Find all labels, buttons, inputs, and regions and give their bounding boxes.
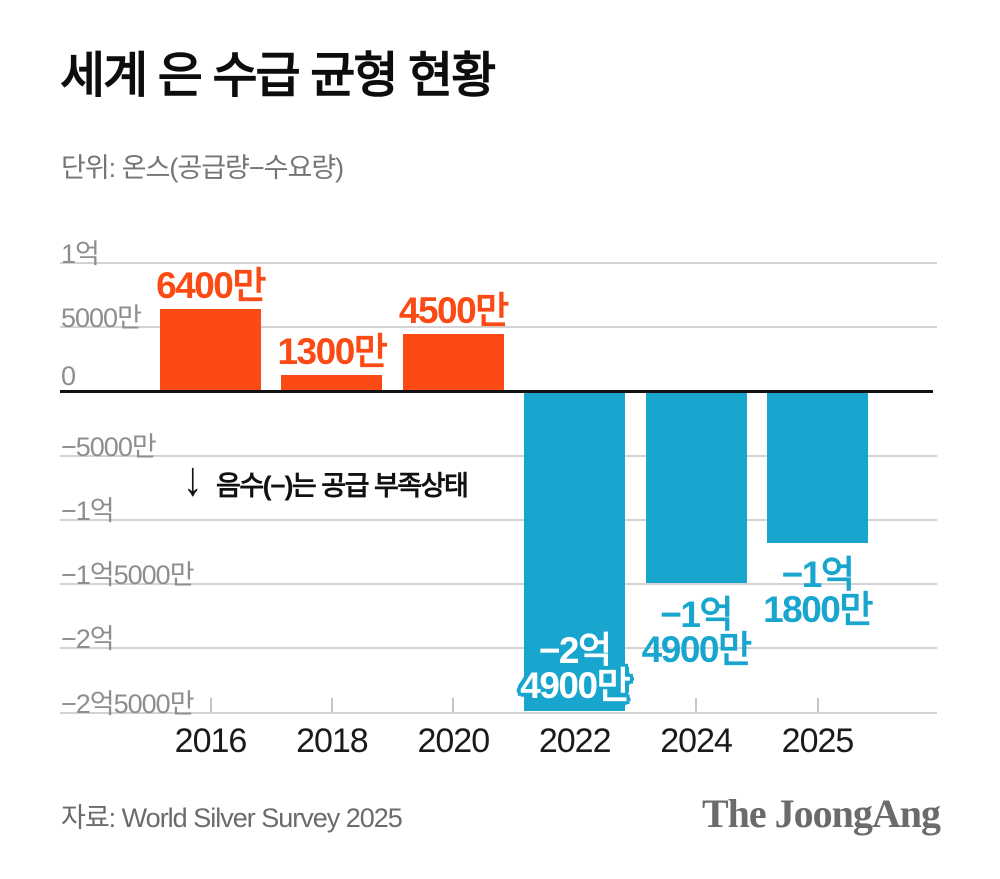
source-note: 자료: World Silver Survey 2025 — [61, 803, 403, 833]
y-axis-label: −2억5000만 — [61, 688, 195, 719]
gridline — [60, 647, 937, 650]
bar-2018 — [281, 374, 383, 392]
gridline — [60, 518, 937, 521]
gridline — [60, 326, 937, 329]
x-axis-label: 2018 — [296, 722, 369, 760]
gridline — [60, 583, 937, 586]
x-axis-label: 2024 — [660, 722, 733, 760]
x-axis-label: 2020 — [417, 722, 490, 760]
y-axis-label: −1억 — [61, 495, 115, 526]
axis-tick — [330, 698, 333, 712]
y-axis-label: −1억5000만 — [61, 560, 195, 591]
bar-2022 — [524, 391, 626, 712]
y-axis-label: 1억 — [61, 239, 100, 270]
gridline — [60, 262, 937, 265]
y-axis-label: −2억 — [61, 624, 115, 655]
bar-value-label: −2억 4900만 — [520, 630, 630, 707]
y-axis-label: 5000만 — [61, 303, 142, 334]
shortage-annotation: ↓ 음수(−)는 공급 부족상태 — [183, 450, 469, 506]
bar-2024 — [645, 391, 747, 583]
axis-tick — [695, 698, 698, 712]
axis-tick — [816, 698, 819, 712]
bar-2016 — [160, 309, 261, 392]
joongang-logo: The JoongAng — [701, 791, 941, 836]
gridline — [60, 454, 937, 457]
bar-2020 — [402, 333, 504, 392]
axis-tick — [452, 698, 455, 712]
y-axis-label: −5000만 — [61, 431, 157, 462]
annotation-text: 음수(−)는 공급 부족상태 — [216, 471, 469, 501]
bar-value-label: 1300만 — [277, 330, 387, 372]
unit-note: 단위: 온스(공급량−수요량) — [61, 153, 344, 183]
bar-2025 — [767, 391, 868, 543]
bar-value-label: 6400만 — [156, 265, 266, 307]
y-axis-label: 0 — [61, 360, 76, 391]
down-arrow-icon: ↓ — [183, 450, 203, 506]
axis-tick — [209, 698, 212, 712]
x-axis-label: 2025 — [781, 722, 855, 760]
bar-value-label: 4500만 — [398, 289, 509, 331]
gridline — [60, 711, 937, 714]
bar-value-label: −1억 4900만 — [641, 593, 752, 670]
x-axis-label: 2022 — [538, 722, 612, 760]
x-axis-label: 2016 — [174, 722, 248, 760]
zero-baseline — [60, 390, 933, 393]
chart-title: 세계 은 수급 균형 현황 — [60, 49, 496, 103]
bar-value-label: −1억 1800만 — [763, 554, 873, 630]
